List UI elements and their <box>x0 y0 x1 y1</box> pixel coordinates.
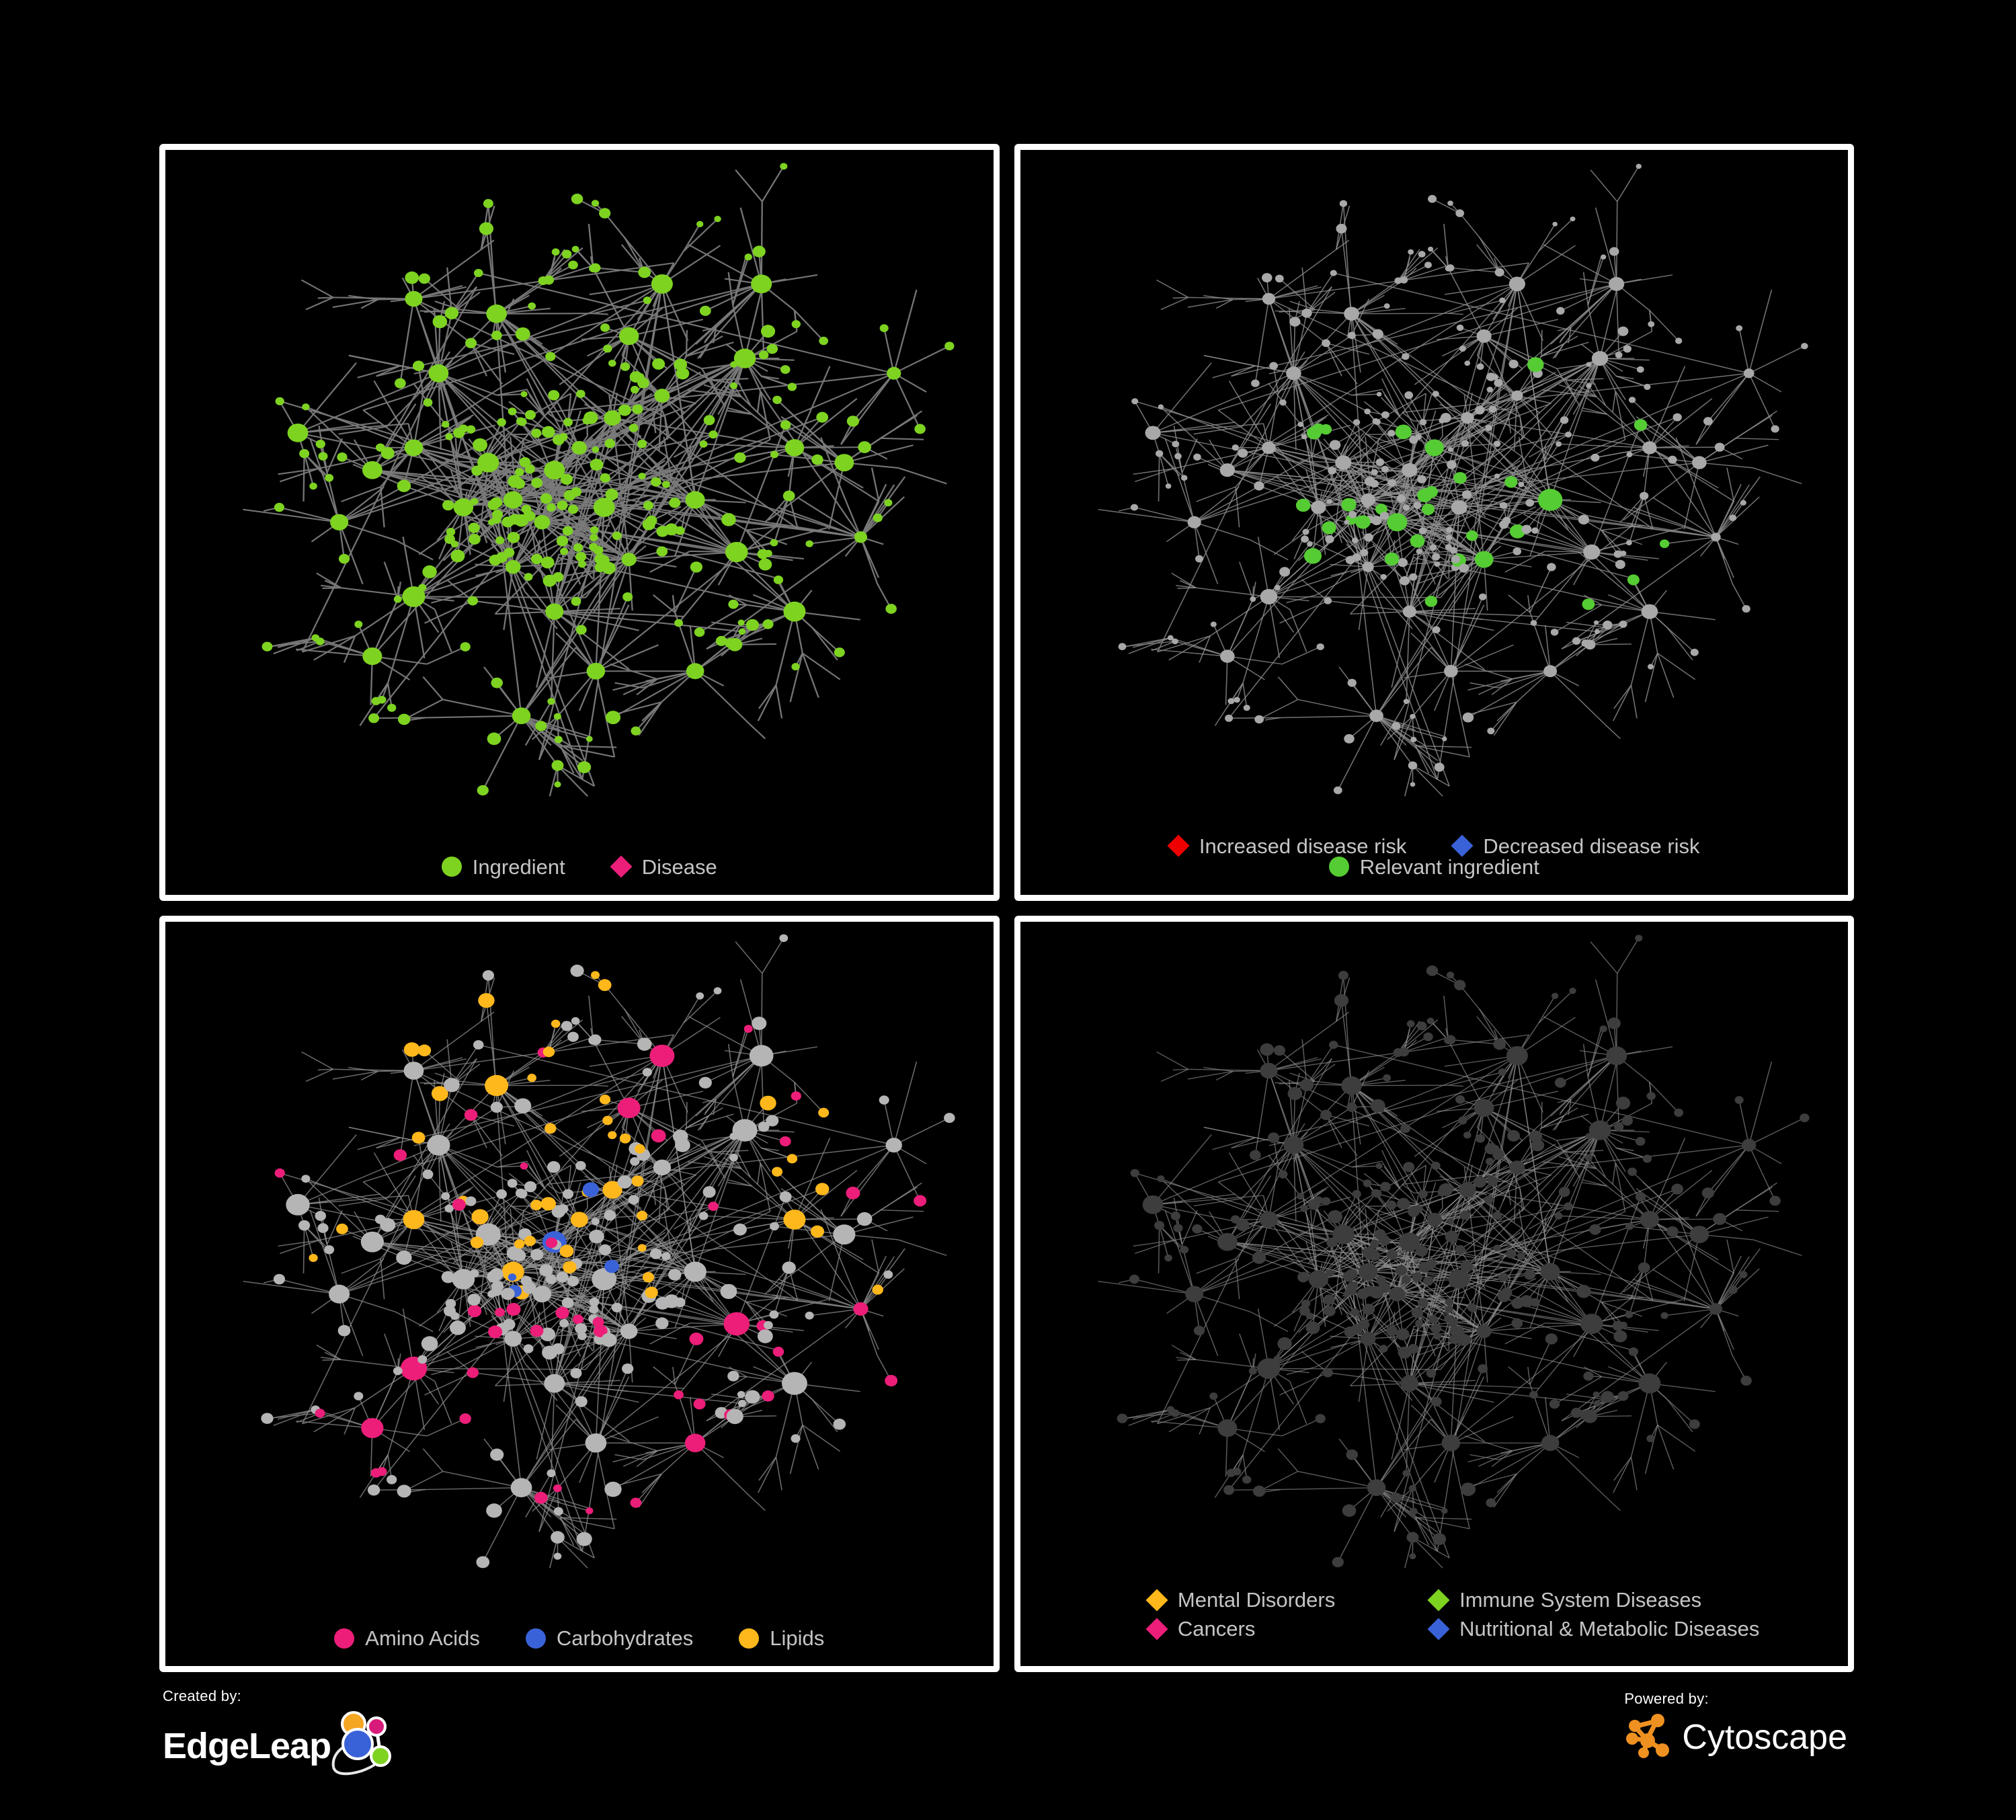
legend-marker-circle-icon <box>739 1628 760 1649</box>
legend-item-relevant-ingredient[interactable]: Relevant ingredient <box>1328 855 1539 879</box>
network-canvas-ingredient-class[interactable] <box>165 921 994 1667</box>
legend-item-immune-system-diseases[interactable]: Immune System Diseases <box>1418 1588 1702 1612</box>
created-by-kicker: Created by: <box>163 1688 242 1704</box>
legend-label: Carbohydrates <box>556 1626 694 1650</box>
legend-item-disease[interactable]: Disease <box>610 855 717 879</box>
legend-label: Nutritional & Metabolic Diseases <box>1459 1617 1760 1640</box>
network-canvas-disease-category[interactable] <box>1020 921 1849 1667</box>
network-graph-ingredient-disease <box>243 150 955 797</box>
panel-ingredient-class-network[interactable]: Amino Acids Carbohydrates Lipids <box>159 915 1000 1672</box>
legend-label: Amino Acids <box>365 1626 480 1650</box>
legend-label: Immune System Diseases <box>1459 1588 1702 1612</box>
legend-label: Decreased disease risk <box>1483 834 1700 858</box>
legend-ingredient-class: Amino Acids Carbohydrates Lipids <box>165 1628 994 1649</box>
legend-label: Mental Disorders <box>1177 1588 1336 1612</box>
legend-label: Disease <box>641 855 717 879</box>
legend-item-mental-disorders[interactable]: Mental Disorders <box>1136 1588 1418 1612</box>
legend-item-lipids[interactable]: Lipids <box>739 1628 824 1649</box>
legend-marker-circle-icon <box>441 857 462 877</box>
legend-marker-diamond-icon <box>610 855 633 878</box>
legend-marker-diamond-icon <box>1145 1617 1168 1640</box>
legend-label: Relevant ingredient <box>1359 855 1539 879</box>
panel-ingredient-disease-network[interactable]: Ingredient Disease <box>159 144 1000 901</box>
network-canvas-disease-risk[interactable] <box>1020 150 1849 895</box>
panel-disease-category-network[interactable]: Mental Disorders Immune System Diseases … <box>1014 915 1854 1672</box>
legend-marker-diamond-icon <box>1427 1588 1450 1612</box>
legend-item-ingredient[interactable]: Ingredient <box>441 855 565 879</box>
legend-label: Increased disease risk <box>1199 834 1407 858</box>
network-graph-ingredient-class <box>243 921 955 1569</box>
cytoscape-network-logo-icon <box>1624 1712 1674 1762</box>
legend-item-nutritional-metabolic-diseases[interactable]: Nutritional & Metabolic Diseases <box>1418 1617 1759 1640</box>
legend-item-increased-disease-risk[interactable]: Increased disease risk <box>1167 834 1407 858</box>
network-canvas-ingredient-disease[interactable] <box>165 150 994 895</box>
legend-marker-diamond-icon <box>1167 834 1190 857</box>
powered-by-cytoscape-brand[interactable]: Powered by: <box>1624 1690 1847 1762</box>
legend-ingredient-disease: Ingredient Disease <box>165 855 994 879</box>
legend-item-decreased-disease-risk[interactable]: Decreased disease risk <box>1451 834 1700 858</box>
legend-item-amino-acids[interactable]: Amino Acids <box>334 1628 480 1649</box>
legend-marker-circle-icon <box>525 1628 546 1649</box>
network-graph-disease-category <box>1097 921 1809 1569</box>
legend-label: Lipids <box>770 1626 825 1650</box>
legend-item-cancers[interactable]: Cancers <box>1136 1617 1418 1640</box>
legend-marker-circle-icon <box>334 1628 355 1649</box>
network-graph-disease-risk <box>1097 150 1808 797</box>
powered-by-kicker: Powered by: <box>1624 1690 1709 1707</box>
edgeleap-network-logo-icon <box>327 1709 399 1782</box>
legend-marker-diamond-icon <box>1451 834 1474 857</box>
edgeleap-wordmark: EdgeLeap <box>163 1725 331 1766</box>
network-figure-grid: Ingredient Disease Increased disease ris… <box>159 144 1854 1672</box>
legend-marker-circle-icon <box>1328 857 1349 877</box>
legend-marker-diamond-icon <box>1427 1617 1450 1640</box>
figure-footer: Created by: EdgeLeap Powered by <box>159 1681 1854 1809</box>
legend-disease-category: Mental Disorders Immune System Diseases … <box>1136 1585 1759 1643</box>
cytoscape-wordmark: Cytoscape <box>1682 1717 1847 1757</box>
legend-disease-risk: Increased disease risk Decreased disease… <box>1020 834 1849 879</box>
panel-disease-risk-network[interactable]: Increased disease risk Decreased disease… <box>1014 144 1854 901</box>
created-by-edgeleap-brand[interactable]: Created by: EdgeLeap <box>163 1688 399 1782</box>
legend-marker-diamond-icon <box>1145 1588 1168 1612</box>
legend-label: Ingredient <box>472 855 565 879</box>
legend-label: Cancers <box>1177 1617 1256 1640</box>
legend-item-carbohydrates[interactable]: Carbohydrates <box>525 1626 694 1650</box>
